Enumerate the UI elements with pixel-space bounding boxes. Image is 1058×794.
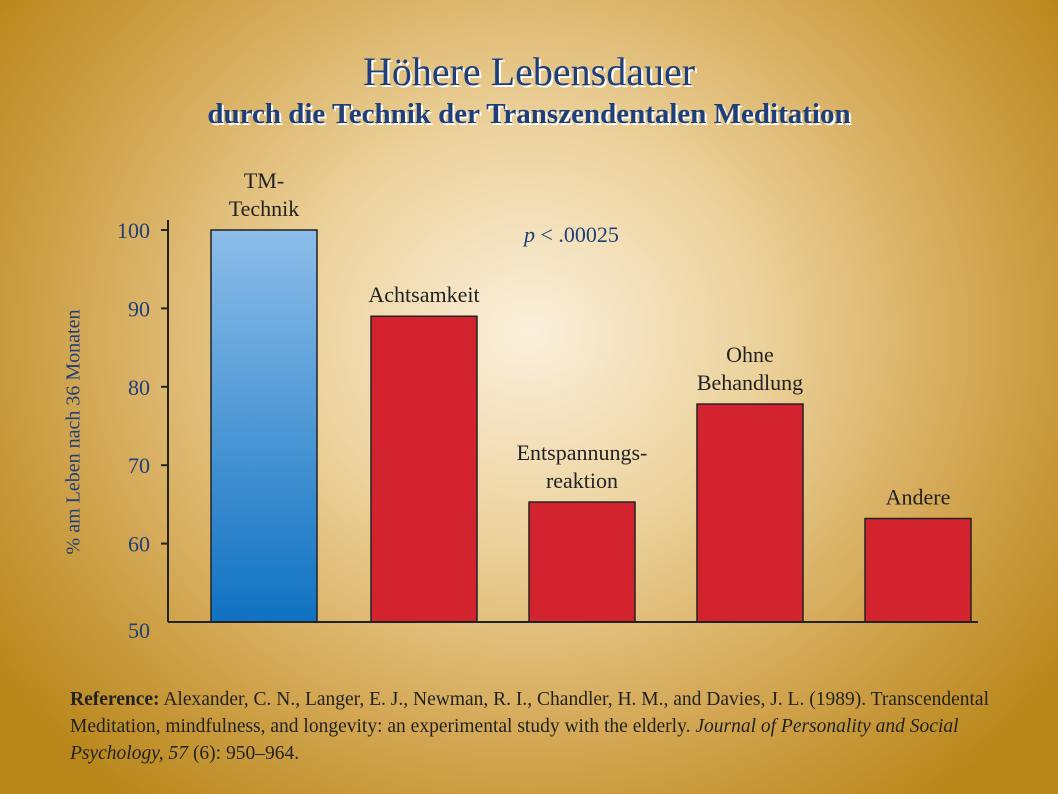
chart-subtitle: durch die Technik der Transzendentalen M… [207, 98, 851, 130]
p-value-text: < .00025 [540, 222, 619, 247]
reference-pages: (6): 950–964. [192, 743, 300, 764]
y-tick-label-1: 60 [128, 532, 150, 557]
reference-journal: Journal of Personality and Social Psycho… [70, 716, 959, 764]
bar-1 [370, 315, 478, 623]
bar-chart: TM- Technik Achtsamkeit Entspannungs-reakti… [117, 168, 978, 643]
bar-label-3-line-0: Ohne [726, 342, 774, 367]
y-tick-label-2: 70 [128, 453, 150, 478]
bar-label-3-line-1: Behandlung [697, 370, 803, 395]
p-value-symbol: p [524, 222, 535, 247]
y-axis-label: % am Leben nach 36 Monaten [62, 309, 85, 555]
axis-layer: 50 60 70 80 90 100 [117, 218, 978, 643]
reference-label: Reference: [70, 689, 160, 710]
bar-label-2-line-1: reaktion [546, 468, 618, 493]
bars-layer [210, 229, 972, 623]
y-tick-label-0: 50 [128, 618, 150, 643]
bar-2 [528, 501, 636, 623]
bar-label-2-line-0: Entspannungs- [517, 440, 648, 465]
bar-label-0-line-1: Technik [229, 196, 300, 221]
y-tick-label-4: 90 [128, 296, 150, 321]
bar-labels-layer: TM- Technik Achtsamkeit Entspannungs-reakti… [229, 168, 951, 510]
bar-label-4-line-0: Andere [886, 485, 951, 510]
y-tick-label-5: 100 [117, 218, 150, 243]
y-tick-label-3: 80 [128, 375, 150, 400]
reference-text: Alexander, C. N., Langer, E. J., Newman,… [70, 689, 990, 737]
bar-3 [696, 403, 804, 623]
chart-title: Höhere Lebensdauer [362, 49, 696, 94]
bar-4 [864, 517, 972, 623]
p-value-annotation: p < .00025 [524, 222, 619, 248]
bar-0 [210, 229, 318, 623]
bar-label-0-line-0: TM- [244, 168, 284, 193]
bar-label-1-line-0: Achtsamkeit [368, 282, 479, 307]
reference-citation: Reference: Alexander, C. N., Langer, E. … [70, 686, 1000, 767]
